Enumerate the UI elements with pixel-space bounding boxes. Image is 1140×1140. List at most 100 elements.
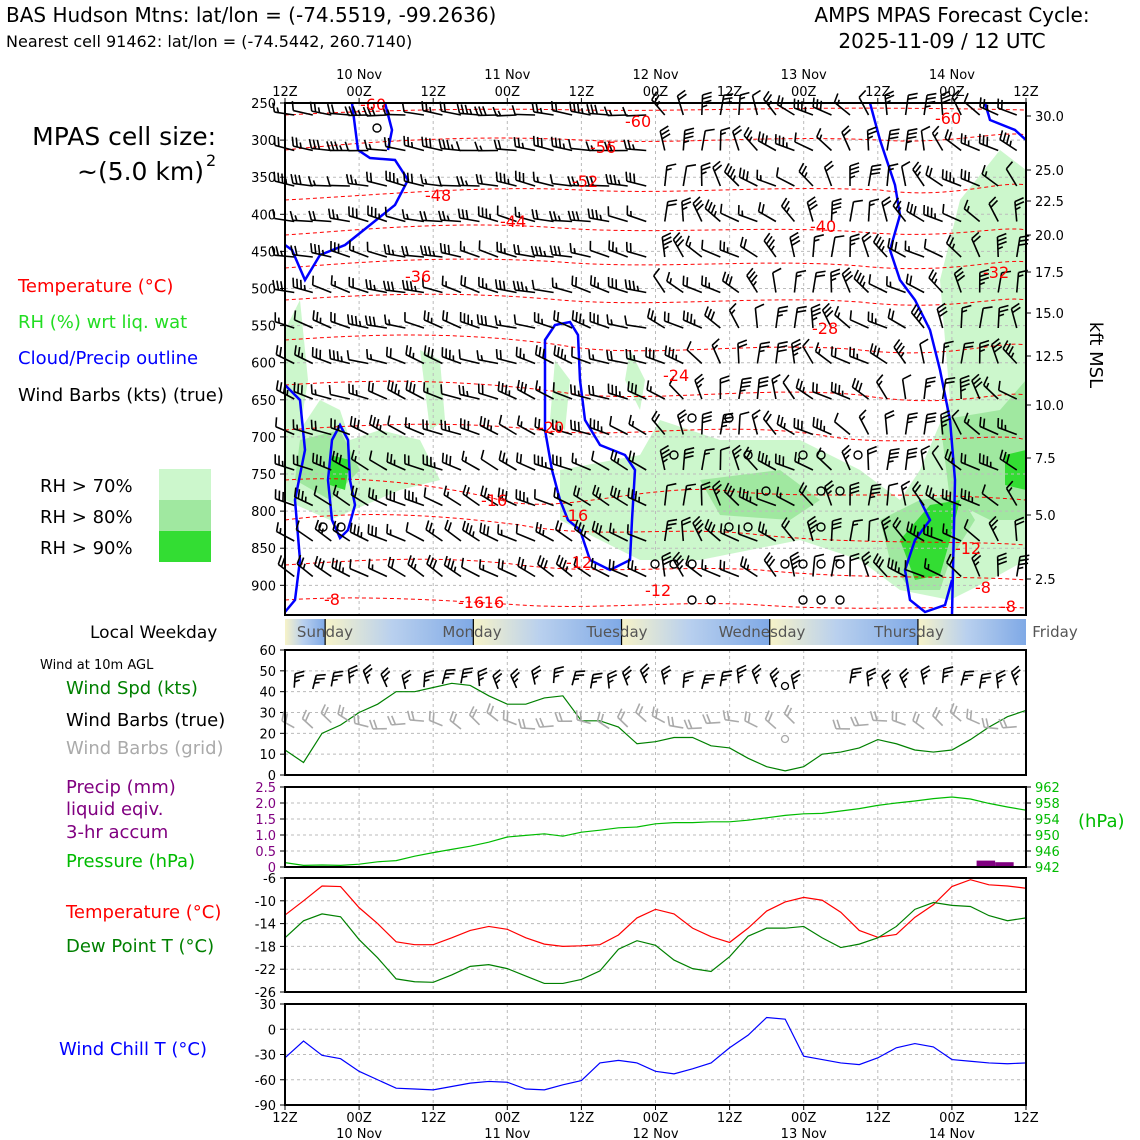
- wind-barb: [440, 384, 443, 394]
- wind-barb: [497, 110, 502, 117]
- wind-barb: [381, 105, 387, 115]
- wind-barb: [844, 454, 850, 460]
- wind-barb: [712, 480, 721, 488]
- wind-barb: [758, 380, 769, 384]
- wind-barb: [765, 94, 773, 103]
- wind-barb: [290, 245, 294, 255]
- wind-barb: [590, 104, 595, 114]
- wind-barb: [313, 494, 332, 507]
- wind-barb: [754, 308, 759, 329]
- wind-barb: [833, 93, 839, 103]
- wind-barb: [379, 424, 382, 431]
- wind-barb: [867, 677, 873, 682]
- wind-barb: [666, 522, 677, 526]
- wind-barb: [858, 89, 867, 98]
- wind-barb: [951, 243, 956, 250]
- wind-barb: [535, 103, 539, 113]
- wind-barb: [350, 485, 355, 496]
- wind-barb: [720, 131, 727, 136]
- wind-barb: [951, 416, 962, 435]
- wind-barb: [740, 389, 746, 392]
- wind-barb: [798, 380, 804, 391]
- wind-barb: [413, 563, 417, 570]
- temp-label: -24: [663, 366, 689, 385]
- wind-barb: [380, 673, 388, 688]
- wind-barb: [902, 374, 912, 380]
- wind-barb: [348, 674, 355, 679]
- wind-barb: [631, 420, 635, 427]
- cycle-title: AMPS MPAS Forecast Cycle:: [814, 3, 1089, 27]
- wind-barb-grid: [726, 710, 730, 721]
- wind-barb: [834, 383, 837, 393]
- wind-barb: [990, 199, 999, 208]
- wind-barb: [389, 454, 393, 464]
- y-tick: -30: [255, 1049, 276, 1064]
- height-tick: 22.5: [1035, 195, 1064, 210]
- wind-barb: [446, 491, 450, 498]
- wind-barb: [605, 173, 609, 184]
- wind-barb: [591, 459, 610, 471]
- wind-barb: [516, 415, 521, 425]
- wind-barb-grid: [722, 710, 726, 720]
- wind-barb: [405, 246, 409, 256]
- wind-barb: [849, 166, 860, 171]
- wind-barb-grid: [575, 710, 578, 720]
- wind-barb: [404, 320, 425, 329]
- wind-barb: [763, 552, 771, 561]
- time-tick: 12Z: [272, 85, 298, 100]
- wind-barb: [684, 135, 694, 140]
- wind-barb: [732, 175, 737, 181]
- time-tick: 12Z: [272, 1111, 298, 1126]
- wind-barb: [703, 681, 709, 684]
- precip-bar: [995, 862, 1014, 867]
- wind-barb: [682, 310, 686, 321]
- wind-barb: [737, 664, 747, 671]
- height-tick: 5.0: [1035, 509, 1056, 524]
- wind-barb: [590, 145, 594, 151]
- wind-barb-grid: [517, 718, 522, 729]
- wind-barb: [651, 91, 658, 101]
- wind-barb: [777, 344, 788, 349]
- wind-barb: [881, 196, 891, 203]
- wind-barb: [428, 522, 433, 533]
- wind-barb: [501, 452, 506, 463]
- wind-barb: [998, 308, 1009, 313]
- wind-barb: [448, 425, 451, 432]
- pressure-tick: 300: [251, 134, 276, 149]
- y-tick: -60: [255, 1074, 276, 1089]
- wind-barb: [286, 389, 289, 396]
- wind-barb: [841, 444, 850, 453]
- wind-barb-grid: [354, 722, 369, 728]
- wind-barb: [410, 557, 416, 568]
- wind-barb: [553, 487, 557, 497]
- wind-barb-grid: [932, 715, 944, 727]
- wind-barb: [751, 664, 761, 672]
- wind-barb: [474, 106, 479, 116]
- wind-barb: [907, 96, 918, 100]
- weekday-band: [621, 619, 770, 645]
- pressure-tick: 950: [1035, 829, 1060, 844]
- wind-barb: [866, 667, 876, 674]
- wind-barb: [900, 166, 907, 187]
- pressure-tick: 962: [1035, 781, 1060, 796]
- wind-barb: [776, 414, 781, 425]
- wind-barb-grid: [966, 708, 969, 719]
- wind-barb: [885, 414, 895, 420]
- wind-barb: [659, 444, 669, 452]
- wind-barb: [554, 665, 565, 670]
- wind-barb: [753, 667, 762, 676]
- time-tick: 12Z: [865, 85, 891, 100]
- wind-barb: [606, 350, 609, 360]
- wind-barb: [373, 284, 376, 291]
- wind-barb: [276, 107, 280, 113]
- wind-barb: [998, 389, 1018, 400]
- wind-barb-grid: [281, 711, 285, 722]
- wind-barb: [685, 235, 690, 246]
- wind-barb: [743, 558, 748, 568]
- wind-barb: [894, 520, 902, 529]
- temp-frame: [284, 877, 1027, 993]
- wind-barb: [777, 314, 783, 317]
- wind-speed-line: [284, 682, 1027, 772]
- pressure-tick: 500: [251, 283, 276, 298]
- wind-barb: [776, 176, 795, 187]
